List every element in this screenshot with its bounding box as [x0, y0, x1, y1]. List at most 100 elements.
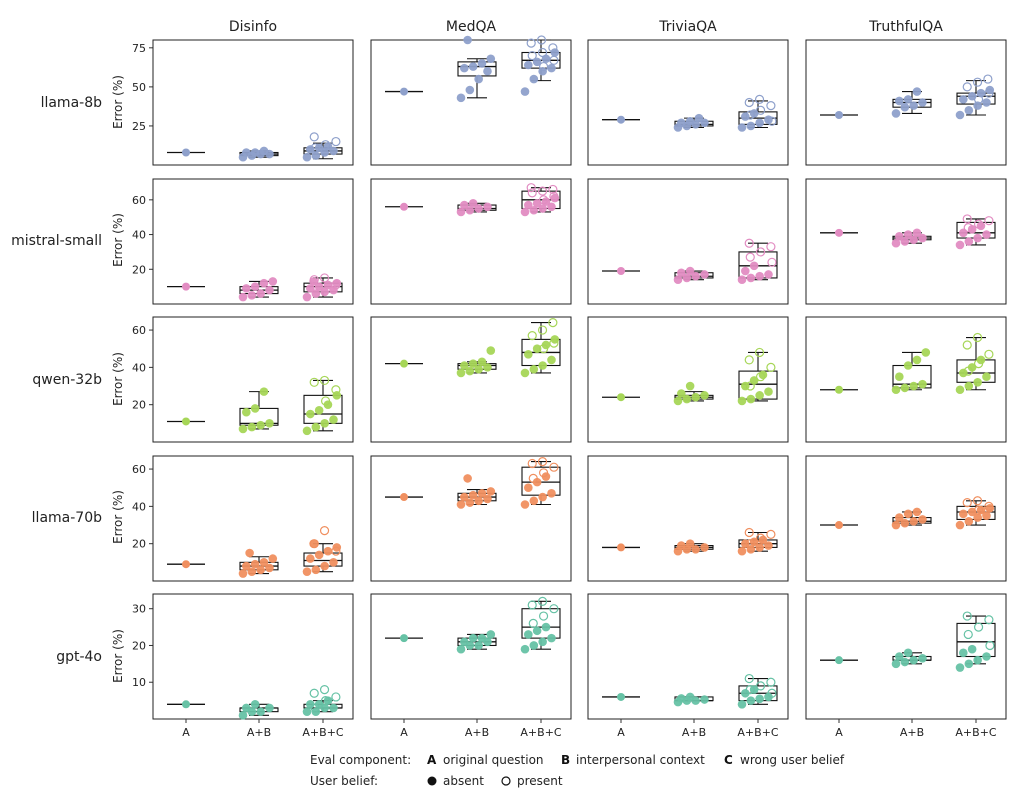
point-absent [520, 87, 530, 96]
point-a [400, 634, 408, 643]
point-present [528, 473, 538, 483]
point-absent [314, 550, 324, 560]
point-absent [486, 54, 496, 64]
point-present [972, 496, 983, 506]
legend-label-c: wrong user belief [740, 753, 845, 767]
point-present [745, 252, 755, 262]
point-present [310, 703, 320, 713]
point-present [972, 77, 983, 87]
panel [805, 39, 1007, 166]
point-absent [955, 385, 965, 395]
point-a [617, 115, 625, 124]
box-abc [302, 375, 343, 436]
box-abc [302, 132, 343, 162]
point-present [537, 456, 548, 467]
point-present [745, 539, 755, 549]
point-absent [311, 565, 321, 575]
point-present [972, 332, 983, 343]
box-abc [737, 527, 778, 556]
point-absent [532, 344, 542, 354]
point-absent [900, 657, 910, 667]
point-absent [483, 202, 492, 212]
point-absent [677, 268, 686, 278]
point-present [755, 533, 766, 543]
point-absent [259, 558, 269, 567]
panel [370, 316, 572, 443]
point-absent [242, 284, 251, 293]
point-absent [460, 63, 469, 73]
point-absent [465, 205, 475, 215]
point-absent [900, 518, 910, 528]
point-absent [912, 355, 922, 365]
point-absent [302, 426, 312, 436]
point-absent [918, 515, 927, 524]
present-marker-icon [501, 776, 511, 786]
point-absent [465, 85, 475, 95]
point-present [745, 110, 755, 120]
point-absent [529, 641, 539, 650]
panel [152, 178, 354, 305]
point-absent [532, 626, 542, 636]
row-label: mistral-small [11, 233, 102, 249]
y-tick-label: 20 [132, 399, 146, 412]
point-present [331, 136, 341, 147]
point-absent [982, 230, 991, 239]
point-absent [918, 98, 927, 107]
point-absent [700, 543, 709, 552]
point-absent [314, 282, 324, 291]
point-a [617, 267, 625, 276]
x-tick-label: A [617, 726, 625, 739]
point-absent [529, 496, 539, 506]
box-ab [238, 387, 279, 434]
point-absent [309, 539, 318, 548]
y-tick-label: 40 [132, 500, 146, 513]
point-present [320, 696, 331, 706]
point-present [527, 458, 537, 469]
point-absent [903, 230, 913, 239]
box-ab [673, 539, 714, 556]
point-absent [329, 285, 338, 295]
point-absent [900, 383, 910, 393]
y-tick-label: 25 [132, 120, 146, 133]
point-present [973, 622, 984, 632]
point-present [536, 35, 547, 45]
point-absent [764, 270, 773, 279]
box-ab [891, 648, 932, 669]
point-present [766, 529, 776, 539]
box-ab [238, 146, 279, 162]
panel-frame [587, 178, 789, 305]
point-absent [474, 496, 483, 506]
point-absent [737, 275, 747, 284]
point-present [309, 377, 319, 387]
point-absent [238, 569, 248, 578]
point-present [744, 355, 754, 365]
box-ab [891, 348, 932, 395]
point-a [182, 148, 190, 157]
point-absent [474, 641, 483, 650]
point-absent [685, 266, 695, 276]
box-abc [955, 611, 996, 672]
point-absent [912, 507, 922, 517]
point-present [526, 183, 536, 193]
point-absent [755, 118, 764, 128]
point-absent [895, 652, 904, 661]
point-absent [524, 630, 533, 639]
point-absent [982, 98, 991, 107]
point-absent [320, 561, 329, 571]
point-absent [529, 74, 539, 84]
y-axis-label: Error (%) [111, 490, 125, 544]
point-absent [460, 637, 469, 647]
point-absent [250, 699, 260, 709]
point-absent [755, 694, 764, 704]
point-present [538, 61, 549, 72]
point-absent [311, 422, 321, 432]
point-absent [329, 415, 338, 424]
point-present [537, 47, 548, 58]
point-present [538, 611, 549, 621]
point-absent [529, 364, 539, 374]
point-absent [242, 148, 251, 157]
point-absent [468, 633, 478, 643]
point-present [962, 340, 972, 350]
point-a [617, 393, 625, 402]
point-present [331, 546, 341, 556]
